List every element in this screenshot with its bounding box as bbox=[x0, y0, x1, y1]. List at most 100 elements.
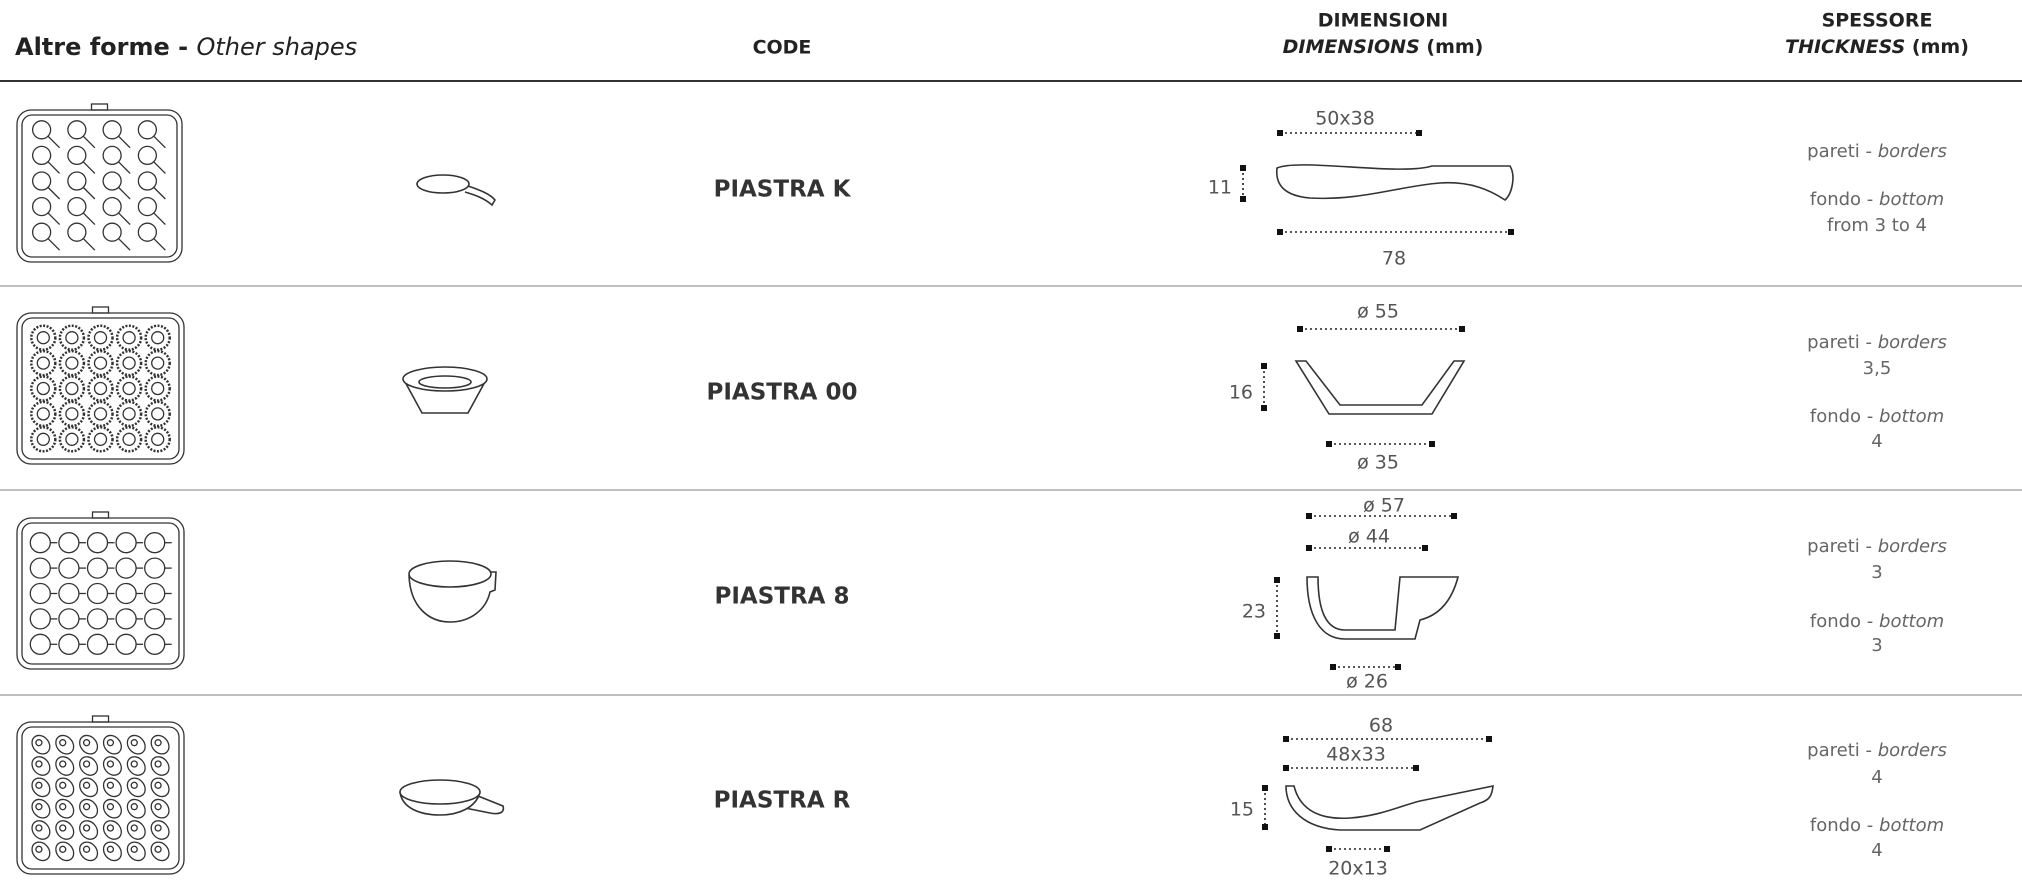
dimension-end bbox=[1274, 577, 1280, 583]
cavity bbox=[29, 633, 51, 655]
cavity bbox=[58, 375, 86, 402]
cavity bbox=[102, 196, 122, 217]
cavity bbox=[144, 582, 166, 605]
plate-outer bbox=[16, 312, 185, 465]
dim-header-it: DIMENSIONI bbox=[1318, 10, 1449, 32]
borders-value: 3,5 bbox=[1863, 358, 1892, 379]
cavity bbox=[115, 633, 137, 655]
plates bbox=[16, 103, 185, 875]
cavity bbox=[55, 756, 75, 776]
cavity-inner bbox=[130, 760, 138, 768]
cavity bbox=[31, 756, 51, 776]
cavity bbox=[102, 145, 122, 166]
cavity-inner bbox=[106, 845, 115, 853]
cavity bbox=[67, 145, 87, 166]
cavity-inner bbox=[106, 739, 115, 747]
dimension-label: 11 bbox=[1208, 177, 1232, 199]
borders-label-it: pareti - bbox=[1807, 740, 1878, 761]
dimension-end bbox=[1277, 130, 1283, 136]
dimension-label: ø 55 bbox=[1357, 301, 1399, 323]
cavity bbox=[144, 349, 171, 377]
cavity bbox=[144, 608, 166, 630]
plate bbox=[16, 715, 185, 875]
borders-label-en: borders bbox=[1878, 332, 1947, 353]
cavity-inner bbox=[151, 407, 165, 421]
cavity-inner bbox=[154, 760, 162, 768]
cavity bbox=[102, 734, 122, 755]
dimension-end bbox=[1283, 765, 1289, 771]
bottom-label-en: bottom bbox=[1879, 189, 1944, 210]
dimension-label: 50x38 bbox=[1315, 108, 1375, 130]
cavity bbox=[31, 120, 52, 140]
cavity bbox=[31, 196, 52, 217]
cavity bbox=[87, 349, 114, 377]
cavity-inner bbox=[106, 781, 115, 789]
dimension-end bbox=[1306, 513, 1312, 519]
cavity-inner bbox=[59, 739, 67, 747]
cavity-handle bbox=[47, 135, 61, 149]
cavity bbox=[67, 171, 87, 191]
cavity-inner bbox=[65, 407, 79, 421]
cavity bbox=[102, 120, 122, 140]
cavity bbox=[58, 349, 86, 377]
dim-header-en: DIMENSIONS (mm) bbox=[1283, 36, 1484, 58]
cavity-inner bbox=[130, 781, 138, 789]
code: PIASTRA 8 bbox=[715, 584, 850, 610]
dimension-label: ø 26 bbox=[1346, 671, 1388, 693]
cavity-handle bbox=[82, 160, 96, 174]
cavity bbox=[55, 777, 75, 798]
cavity bbox=[137, 145, 158, 166]
cavity-inner bbox=[130, 824, 138, 832]
cavity-inner bbox=[154, 739, 162, 747]
cavity bbox=[31, 734, 51, 755]
borders-label: pareti - borders bbox=[1807, 332, 1947, 353]
title: Altre forme - Other shapes bbox=[15, 33, 357, 61]
cavity bbox=[150, 777, 170, 798]
cavity-inner bbox=[59, 803, 67, 811]
cavity bbox=[55, 841, 75, 862]
cavity-inner bbox=[106, 824, 115, 832]
cavity-handle bbox=[152, 160, 166, 174]
dimension-end bbox=[1422, 545, 1428, 551]
cavity bbox=[58, 400, 86, 428]
cavity bbox=[58, 608, 80, 630]
dimension-end bbox=[1261, 405, 1267, 411]
dimension-label: ø 57 bbox=[1363, 495, 1405, 517]
plate-outer bbox=[16, 109, 183, 263]
cavity bbox=[29, 557, 51, 579]
title-en: Other shapes bbox=[196, 33, 357, 61]
dimension-end bbox=[1429, 441, 1435, 447]
cavity-inner bbox=[82, 760, 91, 768]
borders-value: 4 bbox=[1871, 767, 1882, 788]
plate-tab bbox=[91, 715, 110, 723]
plate bbox=[16, 511, 185, 670]
cavity bbox=[87, 426, 114, 453]
cavity bbox=[31, 820, 51, 840]
bottom-label: fondo - bottom bbox=[1810, 611, 1944, 632]
cavity bbox=[67, 120, 87, 140]
cavity bbox=[150, 798, 170, 819]
thk-header-it: SPESSORE bbox=[1822, 10, 1933, 32]
cavity bbox=[58, 557, 80, 579]
cavity bbox=[144, 400, 171, 428]
plate bbox=[16, 306, 185, 465]
cavity bbox=[30, 324, 57, 351]
plate-inner bbox=[21, 726, 180, 870]
dimension-end bbox=[1283, 736, 1289, 742]
cavity-inner bbox=[106, 760, 115, 768]
cavity bbox=[79, 798, 99, 819]
cavity-inner bbox=[82, 803, 91, 811]
bottom-label-it: fondo - bbox=[1810, 406, 1879, 427]
cavity bbox=[31, 777, 51, 798]
cavity-inner bbox=[93, 381, 108, 396]
cavity-handle bbox=[82, 212, 96, 226]
cavity-inner bbox=[35, 739, 43, 747]
dimension-label: ø 44 bbox=[1348, 526, 1390, 548]
borders-label-en: borders bbox=[1878, 141, 1947, 162]
code: PIASTRA K bbox=[714, 177, 852, 203]
cavity bbox=[87, 375, 114, 402]
cavity-inner bbox=[93, 331, 108, 345]
cavity bbox=[31, 222, 52, 242]
cavity bbox=[31, 798, 51, 819]
